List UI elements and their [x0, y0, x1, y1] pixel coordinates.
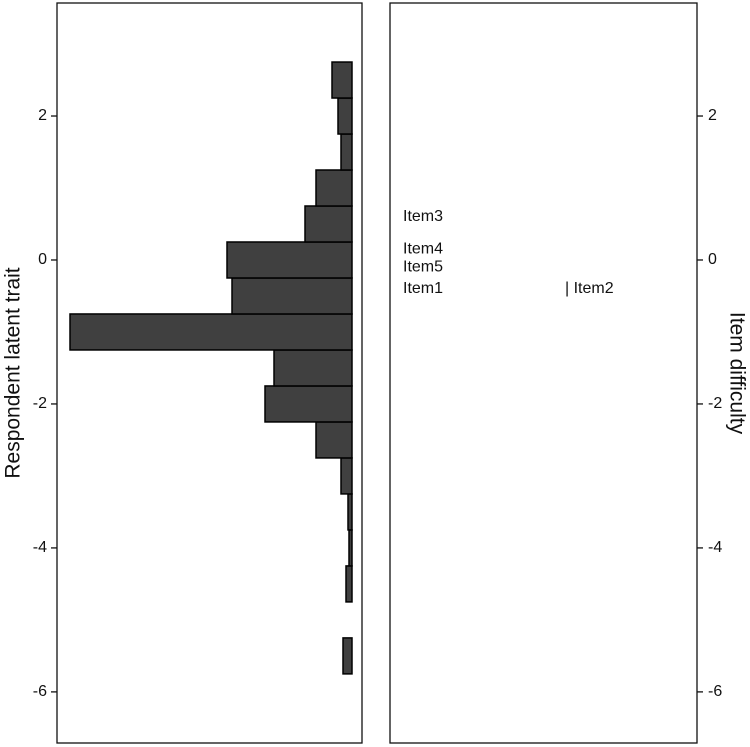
y2-tick-label: -4 — [708, 539, 722, 556]
histogram-bar — [69, 313, 353, 351]
histogram-bar — [348, 529, 353, 567]
histogram-bar — [231, 277, 353, 315]
histogram-bar — [304, 205, 353, 243]
item-label: Item1 — [403, 280, 443, 297]
histogram-bar — [337, 97, 353, 135]
y2-tick-label: 2 — [708, 107, 717, 124]
item-label: Item3 — [403, 208, 443, 225]
y-axis-label: Respondent latent trait — [2, 267, 25, 478]
y2-tick-label: -2 — [708, 395, 722, 412]
histogram-bar — [345, 565, 353, 603]
y-tick-label: -4 — [33, 539, 47, 556]
histogram-bar — [347, 493, 353, 531]
histogram-bar — [226, 241, 353, 279]
y-tick-label: -6 — [33, 683, 47, 700]
item-label: Item4 — [403, 240, 443, 257]
item-label: | Item2 — [565, 280, 614, 297]
histogram-bar — [340, 133, 353, 171]
histogram-bar — [342, 637, 353, 675]
y2-tick-label: 0 — [708, 251, 717, 268]
histogram-bar — [315, 421, 353, 459]
y-tick-label: -2 — [33, 395, 47, 412]
histogram-bar — [315, 169, 353, 207]
y2-tick-label: -6 — [708, 683, 722, 700]
y2-axis-label: Item difficulty — [725, 312, 748, 435]
y-tick-label: 0 — [38, 251, 47, 268]
item-panel — [389, 2, 698, 744]
histogram-bar — [264, 385, 353, 423]
histogram-bar — [331, 61, 353, 99]
item-label: Item5 — [403, 258, 443, 275]
histogram-bar — [273, 349, 353, 387]
histogram-bar — [340, 457, 353, 495]
y-tick-label: 2 — [38, 107, 47, 124]
person-panel — [56, 2, 363, 744]
